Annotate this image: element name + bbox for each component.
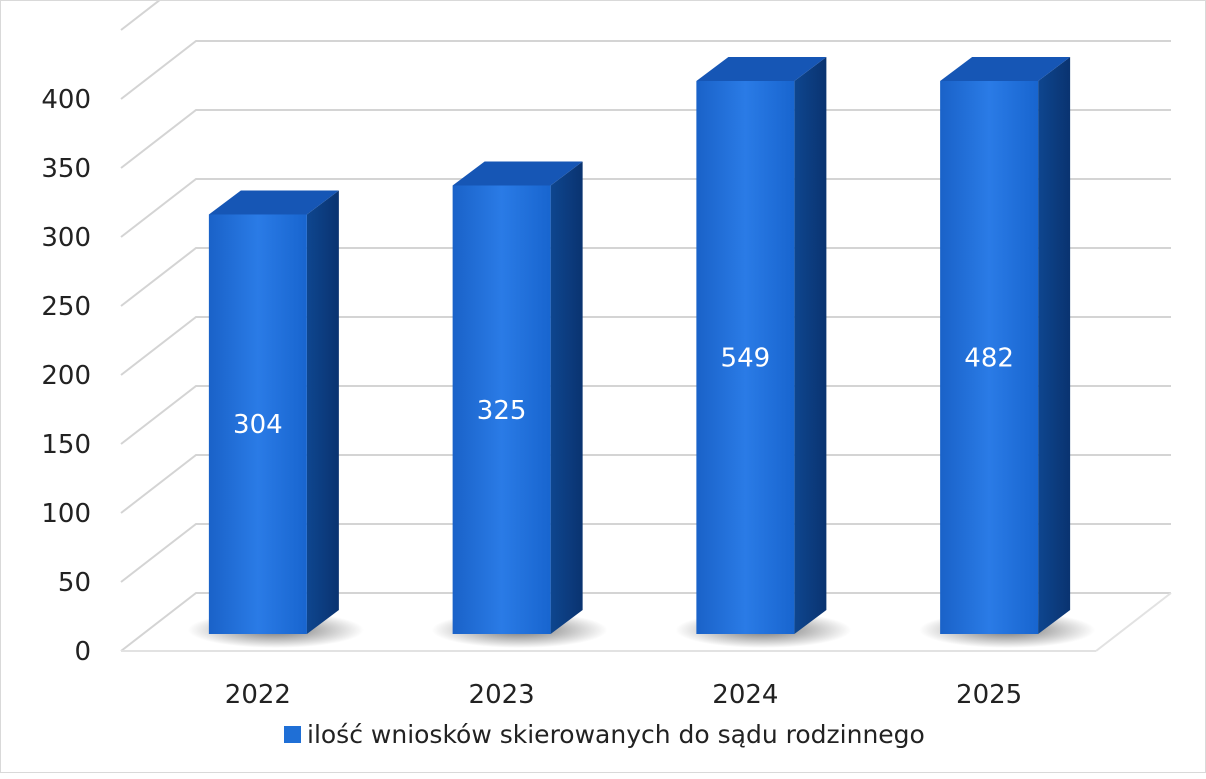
- legend: ilość wniosków skierowanych do sądu rodz…: [284, 720, 925, 749]
- y-tick-label: 400: [41, 85, 91, 115]
- data-label: 325: [477, 396, 527, 426]
- gridline: [120, 247, 1171, 307]
- y-tick-label: 250: [41, 292, 91, 322]
- bar: [696, 81, 795, 634]
- y-tick-label: 350: [41, 154, 91, 184]
- x-category-label: 2025: [956, 680, 1022, 710]
- y-axis-ticks: 0 50 100 150 200 250 300 350 400: [41, 85, 91, 667]
- bar-side: [306, 190, 339, 635]
- data-label: 304: [233, 410, 283, 440]
- bar-side: [550, 161, 583, 634]
- bar-top: [940, 57, 1071, 81]
- bar: [208, 214, 307, 635]
- floor-edge: [1095, 592, 1172, 652]
- y-tick-label: 150: [41, 430, 91, 460]
- bar: [452, 185, 551, 634]
- bar-top: [208, 190, 339, 215]
- gridline: [120, 385, 1171, 445]
- gridline: [120, 316, 1171, 376]
- y-tick-label: 200: [41, 361, 91, 391]
- data-label: 549: [721, 344, 771, 374]
- data-labels: 304 325 549 482: [233, 344, 1014, 441]
- bar: [940, 81, 1039, 634]
- x-axis-categories: 2022 2023 2024 2025: [225, 680, 1022, 710]
- x-category-label: 2024: [712, 680, 778, 710]
- x-category-label: 2022: [225, 680, 291, 710]
- bar-side: [794, 57, 827, 634]
- gridline: [120, 523, 1171, 583]
- data-label: 482: [964, 344, 1014, 374]
- gridline: [120, 109, 1171, 169]
- gridline: [120, 178, 1171, 238]
- bars: [187, 57, 1096, 648]
- y-tick-label: 100: [41, 499, 91, 529]
- x-category-label: 2023: [469, 680, 535, 710]
- gridline: [120, 454, 1171, 514]
- gridline: [120, 592, 1171, 652]
- legend-swatch: [284, 726, 301, 743]
- y-tick-label: 300: [41, 223, 91, 253]
- bar-top: [696, 57, 827, 81]
- gridline: [120, 0, 162, 31]
- y-tick-label: 50: [58, 568, 91, 598]
- bar-side: [1038, 57, 1071, 634]
- y-tick-label: 0: [74, 637, 91, 667]
- gridline: [120, 40, 1171, 100]
- bar-top: [452, 161, 583, 186]
- gridlines: [120, 0, 1172, 652]
- legend-label: ilość wniosków skierowanych do sądu rodz…: [307, 720, 925, 749]
